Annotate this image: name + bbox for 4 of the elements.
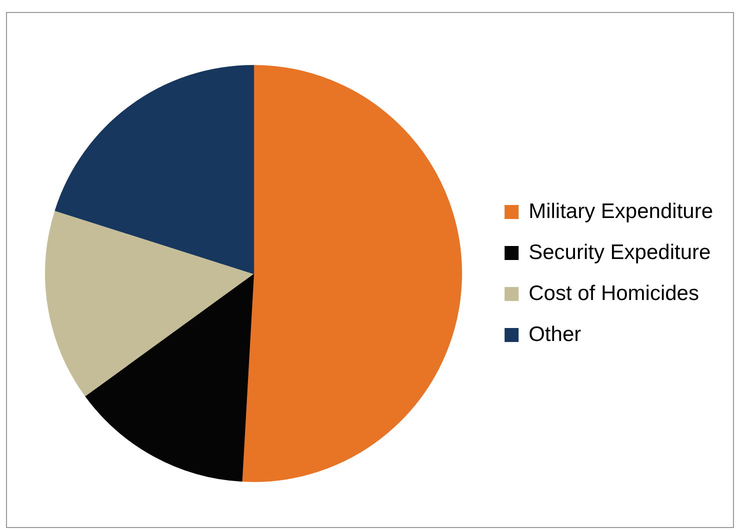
legend-label: Other	[528, 322, 582, 346]
legend-label: Cost of Homicides	[528, 282, 699, 305]
legend-label: Security Expediture	[528, 240, 711, 264]
legend-label: Military Expenditure	[528, 200, 713, 223]
